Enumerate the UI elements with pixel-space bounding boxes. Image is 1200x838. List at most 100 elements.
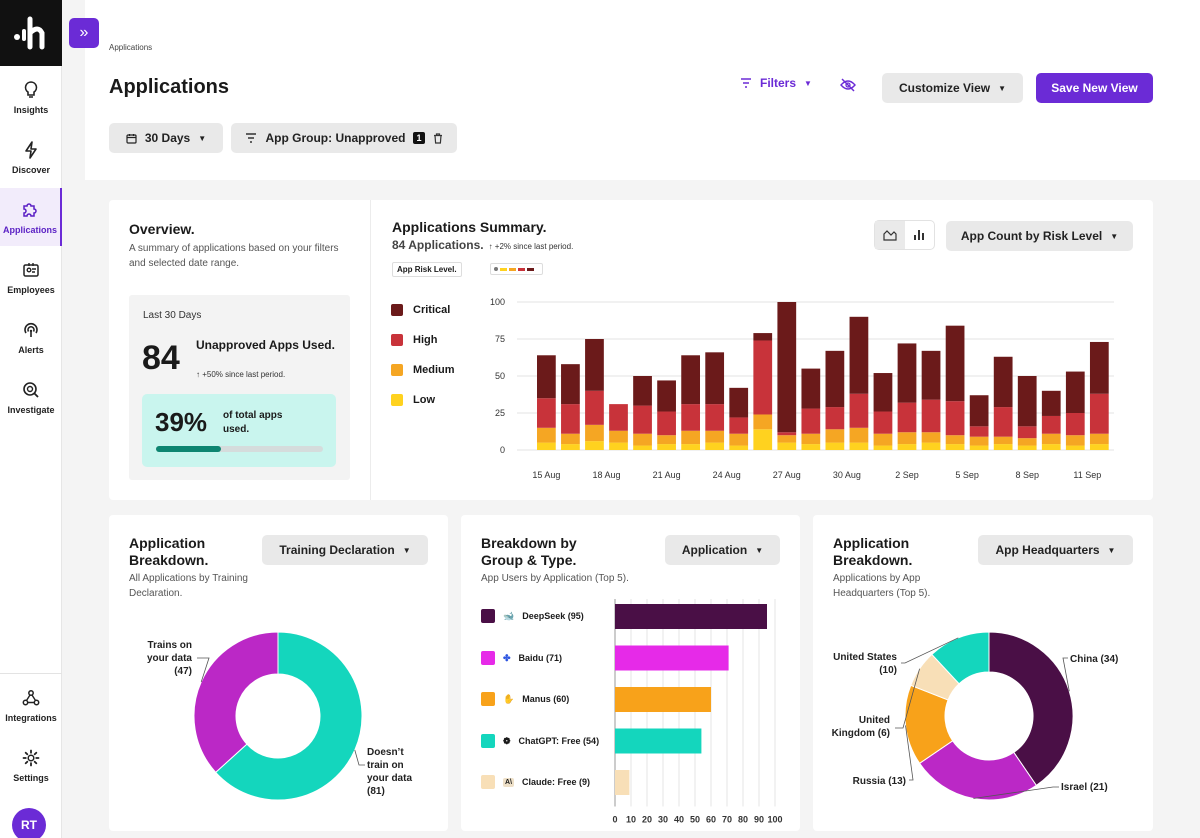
- sidebar-item-applications[interactable]: Applications: [0, 188, 62, 246]
- bar-segment-low: [873, 445, 893, 450]
- filters-label: Filters: [760, 76, 797, 90]
- bar-segment-low: [1017, 445, 1037, 450]
- sidebar-item-alerts[interactable]: Alerts: [0, 308, 62, 366]
- overview-summary-card: Overview. A summary of applications base…: [109, 200, 1153, 500]
- chevron-down-icon: ▼: [804, 78, 812, 88]
- overview-title: Overview.: [129, 221, 195, 237]
- slice-label: train on: [367, 760, 404, 771]
- area-chart-icon: [883, 230, 897, 241]
- trash-icon[interactable]: [433, 132, 443, 144]
- bar-segment-low: [921, 442, 941, 450]
- bar-segment-medium: [993, 436, 1013, 445]
- x-tick-label: 70: [722, 815, 732, 825]
- legend-item-claude: A\ Claude: Free (9): [481, 775, 590, 789]
- eye-off-icon: [840, 78, 856, 92]
- bar-segment-critical: [897, 343, 917, 403]
- bar: [615, 770, 630, 795]
- bar-segment-low: [561, 444, 580, 450]
- bar-segment-low: [849, 442, 869, 450]
- sidebar-item-investigate[interactable]: Investigate: [0, 368, 62, 426]
- bar-segment-medium: [1065, 435, 1085, 446]
- bar-segment-high: [873, 411, 893, 434]
- sidebar-item-integrations[interactable]: Integrations: [0, 676, 62, 734]
- bar-segment-low: [657, 444, 676, 450]
- date-range-chip[interactable]: 30 Days ▼: [109, 123, 223, 153]
- leader-line: [901, 637, 959, 664]
- chevron-down-icon: ▼: [402, 545, 411, 555]
- bar-segment-medium: [921, 432, 941, 443]
- bar-segment-low: [945, 444, 965, 450]
- chevron-down-icon: ▼: [1110, 231, 1119, 241]
- filter-icon: [741, 78, 751, 88]
- bar-segment-high: [561, 404, 580, 434]
- training-subtitle: All Applications by Training Declaration…: [129, 573, 248, 599]
- sidebar-item-insights[interactable]: Insights: [0, 68, 62, 126]
- bar-segment-high: [801, 408, 821, 434]
- legend-label: Baidu (71): [518, 653, 563, 663]
- bar-segment-critical: [633, 376, 652, 406]
- bar-segment-critical: [753, 333, 773, 341]
- filters-button[interactable]: Filters ▼: [740, 76, 812, 90]
- bar-segment-high: [681, 404, 701, 431]
- x-tick-label: 18 Aug: [592, 470, 620, 480]
- avatar[interactable]: RT: [12, 808, 46, 838]
- bar-segment-low: [681, 444, 701, 450]
- bar-segment-high: [657, 411, 676, 436]
- legend-swatch: [391, 394, 403, 406]
- risk-level-tag: App Risk Level.: [392, 262, 462, 277]
- x-tick-label: 8 Sep: [1015, 470, 1039, 480]
- summary-title: Applications Summary.: [392, 219, 547, 235]
- slice-label: Trains on: [148, 640, 192, 651]
- group-type-dropdown[interactable]: Application ▼: [665, 535, 780, 565]
- slice-label: Israel (21): [1061, 782, 1108, 793]
- bar-segment-high: [1017, 426, 1037, 439]
- bar: [615, 604, 767, 629]
- bar-chart-button[interactable]: [905, 221, 935, 249]
- legend-label: Claude: Free (9): [522, 777, 591, 787]
- area-chart-button[interactable]: [875, 221, 905, 249]
- sidebar-item-employees[interactable]: Employees: [0, 248, 62, 306]
- training-donut-chart: Trains on your data (47) Doesn’t train on you…: [147, 631, 412, 801]
- legend-item-high: High: [391, 334, 437, 346]
- legend-label: DeepSeek (95): [522, 611, 584, 621]
- legend-label: Critical: [413, 304, 451, 316]
- expand-sidebar-button[interactable]: »: [69, 18, 99, 48]
- hq-title: Application Breakdown.: [833, 535, 913, 568]
- sidebar-divider: [0, 673, 62, 674]
- legend-label: High: [413, 334, 438, 346]
- legend-item-chatgpt: ❁ ChatGPT: Free (54): [481, 734, 599, 748]
- leader-line: [895, 668, 920, 729]
- save-new-view-button[interactable]: Save New View: [1036, 73, 1153, 103]
- bar-segment-low: [825, 442, 845, 450]
- legend-label: Manus (60): [522, 694, 570, 704]
- usage-progress-bar: [156, 446, 323, 452]
- bar-segment-high: [1065, 413, 1085, 436]
- customize-view-dropdown[interactable]: Customize View ▼: [882, 73, 1023, 103]
- logo[interactable]: [0, 0, 62, 66]
- y-tick-label: 0: [500, 445, 505, 455]
- bar-segment-medium: [897, 432, 917, 445]
- date-range-label: 30 Days: [144, 131, 191, 145]
- sidebar-item-settings[interactable]: Settings: [0, 736, 62, 794]
- page-header: Applications Applications Filters ▼ Cust…: [85, 0, 1200, 180]
- app-group-chip[interactable]: App Group: Unapproved 1: [231, 123, 457, 153]
- hide-toggle-button[interactable]: [840, 78, 856, 97]
- training-breakdown-card: Application Breakdown. All Applications …: [109, 515, 448, 831]
- slice-label: your data: [147, 653, 192, 664]
- bar-segment-high: [897, 402, 917, 433]
- app-users-bar-chart: 0 10 20 30 40 50 60 70 80 90 100: [612, 599, 783, 825]
- bar-segment-critical: [993, 356, 1013, 408]
- bar-segment-medium: [825, 429, 845, 443]
- bar-segment-critical: [969, 395, 989, 427]
- training-dropdown[interactable]: Training Declaration ▼: [262, 535, 428, 565]
- bar-segment-critical: [561, 364, 580, 405]
- sidebar-item-discover[interactable]: Discover: [0, 128, 62, 186]
- bar: [615, 645, 729, 671]
- legend-item-critical: Critical: [391, 304, 450, 316]
- chevron-down-icon: ▼: [198, 133, 207, 143]
- chart-metric-dropdown[interactable]: App Count by Risk Level ▼: [946, 221, 1133, 251]
- breadcrumb[interactable]: Applications: [109, 43, 153, 52]
- hq-dropdown[interactable]: App Headquarters ▼: [978, 535, 1133, 565]
- bar-segment-medium: [945, 435, 965, 445]
- slice-label: (10): [879, 665, 897, 676]
